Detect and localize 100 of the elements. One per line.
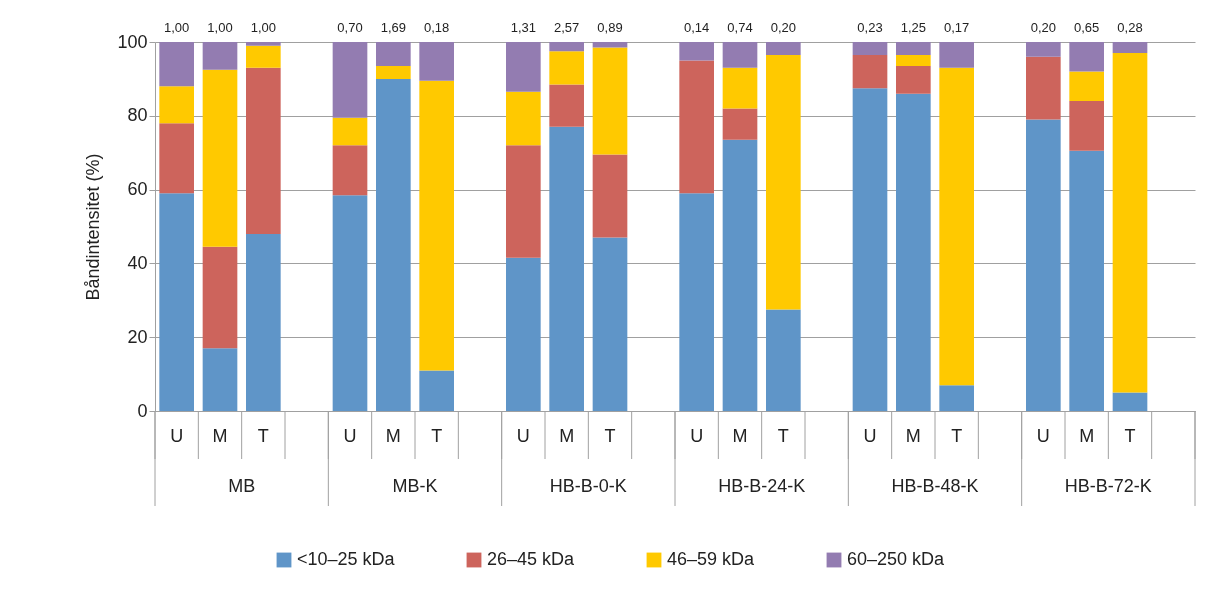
y-tick-label: 100 [117, 31, 148, 52]
y-tick-label: 0 [137, 400, 148, 421]
x-tick-label: M [905, 425, 921, 446]
x-tick-label: U [1036, 425, 1050, 446]
x-tick-label: U [170, 425, 184, 446]
bar [506, 91, 541, 146]
bar [852, 88, 888, 411]
bar [1026, 42, 1061, 57]
text: HB-B-72-K [1064, 476, 1152, 496]
bar [679, 60, 714, 194]
bar [506, 257, 541, 411]
bar [1069, 71, 1104, 102]
x-tick-label: U [863, 425, 877, 446]
bar [159, 123, 194, 194]
bar [1112, 53, 1148, 393]
legend-label: 46–59 kDa [667, 549, 756, 569]
text: 0,65 [1074, 20, 1100, 35]
bar [159, 86, 194, 124]
bar [896, 93, 931, 411]
text: 1,25 [900, 20, 926, 35]
bar [722, 67, 758, 109]
bar [246, 45, 281, 68]
text: 0,17 [944, 20, 970, 35]
bar [852, 54, 888, 89]
bar [506, 145, 541, 258]
bar [246, 42, 281, 46]
bar [896, 54, 931, 66]
bar [1026, 56, 1061, 120]
y-tick-label: 40 [127, 252, 148, 273]
bar [202, 348, 238, 411]
bar [506, 42, 541, 92]
bar [722, 139, 758, 411]
text: 1,00 [250, 20, 276, 35]
x-tick-label: U [690, 425, 704, 446]
bar [939, 385, 974, 411]
text: 0,20 [770, 20, 796, 35]
x-tick-label: T [604, 425, 616, 446]
bar [376, 78, 411, 411]
bar [592, 237, 628, 411]
text: 0,89 [597, 20, 623, 35]
bar [939, 42, 974, 68]
text: HB-B-0-K [549, 476, 627, 496]
text: MB-K [392, 476, 438, 496]
y-axis-title: Båndintensitet (%) [83, 153, 104, 301]
text: 0,70 [337, 20, 363, 35]
bar [332, 42, 368, 118]
bar [376, 65, 411, 79]
x-tick-label: T [257, 425, 269, 446]
bar [722, 108, 758, 140]
x-tick-label: T [431, 425, 443, 446]
text: 0,20 [1030, 20, 1056, 35]
bar [722, 42, 758, 68]
x-tick-label: M [212, 425, 228, 446]
bar [419, 42, 454, 81]
bar [549, 51, 584, 85]
text: HB-B-24-K [718, 476, 806, 496]
text: 0,23 [857, 20, 883, 35]
bar [202, 69, 238, 247]
bar [246, 233, 281, 411]
bar [592, 42, 628, 48]
bar [1069, 101, 1104, 151]
bar [549, 84, 584, 127]
text: 0,18 [424, 20, 450, 35]
bar [1069, 42, 1104, 72]
legend-label: 26–45 kDa [487, 549, 576, 569]
bar [202, 246, 238, 349]
y-tick-label: 80 [127, 105, 148, 126]
text: 0,28 [1117, 20, 1143, 35]
bar [419, 80, 454, 371]
bar [592, 154, 628, 238]
bar [766, 42, 801, 55]
x-tick-label: T [777, 425, 789, 446]
bar [679, 42, 714, 61]
bar [549, 126, 584, 411]
legend-label: 60–250 kDa [847, 549, 946, 569]
x-tick-label: T [1124, 425, 1136, 446]
bar [592, 47, 628, 155]
bar [1112, 42, 1148, 54]
bar [549, 42, 584, 52]
bar [896, 65, 931, 94]
bar [159, 193, 194, 411]
text: 1,00 [207, 20, 233, 35]
bar [766, 54, 801, 310]
text: 0,74 [727, 20, 753, 35]
bar [376, 42, 411, 66]
bar [766, 309, 801, 411]
bar [852, 42, 888, 55]
x-tick-label: U [516, 425, 530, 446]
bar [332, 145, 368, 196]
x-tick-label: M [385, 425, 401, 446]
bar [419, 370, 454, 411]
text: 1,00 [164, 20, 190, 35]
bar [1069, 150, 1104, 411]
y-tick-label: 20 [127, 326, 148, 347]
x-tick-label: M [1079, 425, 1095, 446]
text: 1,31 [510, 20, 536, 35]
text: 1,69 [380, 20, 406, 35]
bar [202, 42, 238, 70]
bar [1026, 119, 1061, 411]
x-tick-label: M [732, 425, 748, 446]
